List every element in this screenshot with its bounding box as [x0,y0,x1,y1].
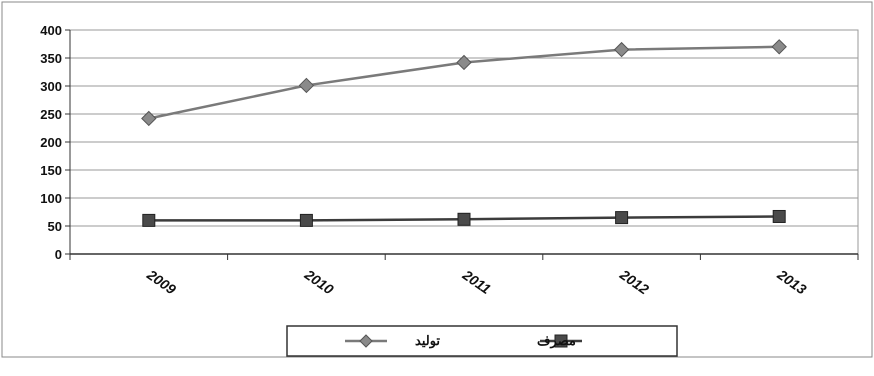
y-tick-label: 250 [40,107,62,122]
data-point-square [457,212,471,226]
y-tick-label: 0 [55,247,62,262]
y-tick-label: 50 [48,219,62,234]
legend: تولید مصرف [286,325,678,357]
legend-item-consumption: مصرف [537,333,582,349]
legend-label-production: تولید [415,333,440,349]
series-1 [142,209,786,227]
data-point-diamond [141,110,157,127]
legend-item-production: تولید [345,333,440,349]
y-tick-label: 200 [40,135,62,150]
y-tick-label: 150 [40,163,62,178]
legend-marker-production [359,334,373,348]
data-point-square [299,213,313,227]
data-point-square [615,211,629,225]
series-layer [141,39,787,227]
series-0 [141,39,787,127]
data-point-diamond [298,77,315,94]
data-point-diamond [771,39,787,55]
legend-label-consumption: مصرف [537,333,576,349]
data-point-square [142,213,156,227]
gridlines [70,57,858,227]
data-point-diamond [613,41,630,58]
data-point-square [772,209,786,223]
y-axis: 0 50 100 150 200 250 300 350 400 [40,23,71,262]
y-tick-label: 300 [40,79,62,94]
y-tick-label: 100 [40,191,62,206]
y-tick-label: 350 [40,51,62,66]
y-tick-label: 400 [40,23,62,38]
legend-marker-consumption [554,334,568,348]
data-point-diamond [456,54,472,71]
